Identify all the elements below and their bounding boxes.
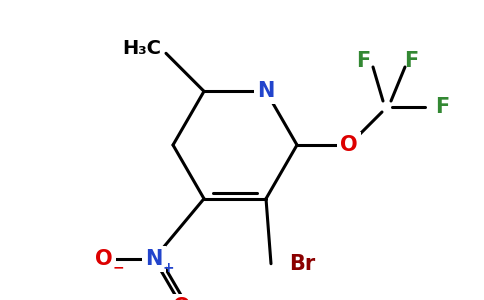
- Text: +: +: [162, 261, 174, 275]
- Text: F: F: [435, 97, 449, 117]
- Text: O: O: [173, 297, 191, 300]
- Text: H₃C: H₃C: [122, 39, 161, 58]
- Text: N: N: [145, 249, 163, 269]
- Text: O: O: [95, 249, 113, 269]
- Text: O: O: [340, 135, 358, 155]
- Text: −: −: [112, 261, 124, 275]
- Text: Br: Br: [289, 254, 315, 274]
- Text: F: F: [356, 51, 370, 71]
- Text: F: F: [404, 51, 418, 71]
- Text: N: N: [257, 81, 275, 101]
